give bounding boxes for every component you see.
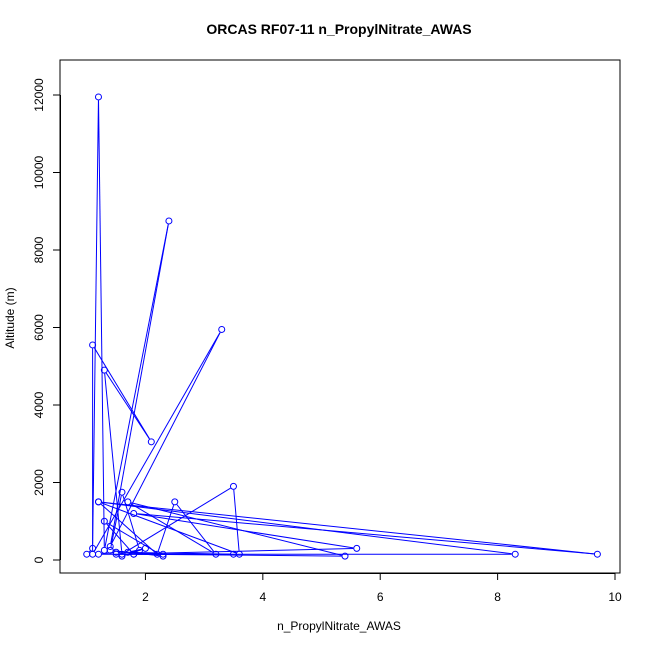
series-segment — [104, 224, 169, 547]
data-point — [159, 552, 167, 560]
x-tick-label: 8 — [494, 590, 501, 604]
series-segment — [93, 332, 221, 552]
data-point — [100, 366, 108, 374]
data-point — [106, 542, 114, 550]
x-axis: 2 4 6 8 10 — [142, 573, 622, 604]
series-segment — [106, 523, 132, 552]
series-layer — [83, 93, 601, 560]
x-tick-label: 10 — [608, 590, 622, 604]
x-tick-label: 2 — [142, 590, 149, 604]
data-point — [165, 217, 173, 225]
x-axis-title: n_PropylNitrate_AWAS — [277, 619, 401, 633]
data-point — [229, 550, 237, 558]
data-point — [118, 552, 126, 560]
data-point — [593, 550, 601, 558]
data-point — [141, 544, 149, 552]
series-segment — [104, 373, 123, 551]
data-point — [112, 548, 120, 556]
data-point — [212, 550, 220, 558]
data-point — [118, 488, 126, 496]
y-tick-label: 0 — [32, 556, 46, 563]
data-point — [353, 544, 361, 552]
series-segment — [131, 502, 342, 556]
data-point — [100, 517, 108, 525]
data-point — [229, 482, 237, 490]
series-segment — [137, 513, 594, 555]
series-segment — [88, 550, 91, 553]
y-tick-label: 10000 — [32, 155, 46, 189]
series-segment — [107, 522, 161, 555]
series-segment — [110, 495, 122, 547]
series-segment — [93, 347, 150, 440]
series-segment — [92, 100, 99, 545]
series-segment — [110, 224, 169, 544]
y-tick-label: 2000 — [32, 469, 46, 496]
series-segment — [105, 372, 150, 440]
series-segment — [233, 489, 240, 551]
data-point — [218, 325, 226, 333]
plot-frame — [59, 59, 621, 574]
data-point — [94, 498, 102, 506]
series-segment — [101, 501, 512, 555]
data-point — [171, 498, 179, 506]
series-segment — [101, 501, 594, 555]
data-point — [124, 498, 132, 506]
data-point — [94, 550, 102, 558]
data-point — [83, 550, 91, 558]
series-segment — [101, 502, 237, 554]
x-tick-label: 4 — [259, 590, 266, 604]
data-point — [94, 93, 102, 101]
data-point — [511, 550, 519, 558]
data-point — [341, 552, 349, 560]
data-point — [147, 438, 155, 446]
series-segment — [100, 503, 155, 553]
series-segment — [98, 100, 105, 547]
data-point — [89, 550, 97, 558]
x-tick-label: 6 — [377, 590, 384, 604]
chart-title: ORCAS RF07-11 n_PropylNitrate_AWAS — [206, 21, 471, 37]
y-axis: 0 2000 4000 6000 8000 10000 12000 — [32, 78, 61, 563]
data-point — [159, 550, 167, 558]
y-tick-label: 12000 — [32, 78, 46, 112]
series-segment — [111, 332, 221, 544]
data-point — [100, 546, 108, 554]
series-segment — [130, 503, 214, 553]
data-point — [130, 550, 138, 558]
y-axis-title: Altitude (m) — [3, 287, 17, 348]
y-tick-label: 4000 — [32, 391, 46, 418]
data-point — [130, 510, 138, 517]
series-segment — [176, 504, 215, 552]
y-tick-label: 6000 — [32, 314, 46, 341]
y-tick-label: 8000 — [32, 236, 46, 263]
data-point — [89, 341, 97, 349]
